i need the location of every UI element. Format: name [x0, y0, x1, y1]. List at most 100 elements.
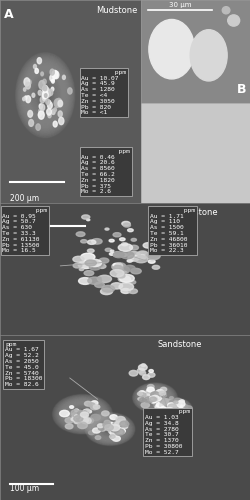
Circle shape	[128, 228, 133, 232]
Circle shape	[29, 72, 62, 118]
Circle shape	[104, 426, 116, 433]
Circle shape	[98, 426, 104, 430]
Circle shape	[129, 370, 138, 376]
Circle shape	[167, 400, 175, 406]
Circle shape	[58, 100, 62, 107]
Circle shape	[148, 398, 154, 402]
Circle shape	[112, 428, 122, 434]
Circle shape	[54, 396, 111, 433]
Text: D: D	[5, 340, 15, 353]
Circle shape	[22, 61, 69, 129]
Circle shape	[75, 409, 90, 420]
Circle shape	[139, 390, 145, 395]
Circle shape	[68, 404, 97, 424]
Circle shape	[48, 113, 51, 118]
Circle shape	[112, 424, 118, 429]
Text: 500 μm: 500 μm	[10, 236, 39, 244]
Circle shape	[176, 401, 185, 407]
Circle shape	[148, 395, 154, 398]
Circle shape	[146, 390, 153, 394]
Circle shape	[222, 6, 230, 14]
Circle shape	[82, 215, 90, 219]
Circle shape	[140, 388, 170, 408]
Circle shape	[172, 410, 178, 414]
Circle shape	[159, 391, 166, 396]
Circle shape	[159, 398, 191, 420]
Circle shape	[112, 266, 120, 270]
Circle shape	[138, 386, 172, 409]
Circle shape	[164, 402, 186, 416]
Circle shape	[116, 428, 125, 434]
Circle shape	[115, 266, 130, 274]
Circle shape	[32, 93, 35, 98]
Circle shape	[38, 112, 41, 116]
Circle shape	[87, 410, 92, 413]
Circle shape	[54, 71, 59, 78]
Circle shape	[166, 403, 184, 415]
Circle shape	[18, 56, 73, 134]
Circle shape	[162, 401, 188, 417]
Circle shape	[92, 417, 128, 442]
Circle shape	[39, 104, 42, 108]
Circle shape	[168, 404, 182, 414]
Circle shape	[43, 79, 46, 84]
Circle shape	[160, 410, 170, 416]
Circle shape	[52, 394, 112, 434]
Circle shape	[88, 430, 94, 434]
Circle shape	[170, 406, 180, 413]
Circle shape	[39, 86, 51, 104]
Circle shape	[51, 87, 54, 91]
Circle shape	[73, 256, 84, 262]
Circle shape	[127, 260, 132, 262]
Circle shape	[106, 426, 114, 432]
Circle shape	[154, 392, 159, 394]
Circle shape	[90, 416, 130, 442]
Circle shape	[141, 388, 169, 407]
Circle shape	[154, 397, 156, 398]
Circle shape	[174, 409, 176, 410]
Circle shape	[171, 406, 179, 412]
Circle shape	[77, 412, 86, 417]
Circle shape	[22, 62, 68, 128]
Circle shape	[106, 426, 114, 432]
Circle shape	[50, 74, 54, 82]
Circle shape	[168, 403, 175, 407]
Circle shape	[172, 408, 176, 410]
Circle shape	[105, 228, 109, 230]
Circle shape	[162, 400, 188, 418]
Circle shape	[79, 413, 83, 416]
Circle shape	[52, 109, 55, 114]
Circle shape	[98, 275, 112, 282]
Circle shape	[168, 410, 176, 414]
Circle shape	[73, 408, 92, 420]
Circle shape	[77, 411, 88, 418]
Circle shape	[170, 396, 173, 399]
Circle shape	[164, 402, 186, 417]
Ellipse shape	[149, 20, 194, 79]
Circle shape	[118, 244, 132, 252]
Circle shape	[62, 75, 66, 80]
Circle shape	[85, 260, 96, 266]
Text: ppm
Au = 1.67
Ag = 52.2
As = 2050
Te = 45.0
Zn = 5740
Pb = 18300
Mo = 82.6: ppm Au = 1.67 Ag = 52.2 As = 2050 Te = 4…	[5, 342, 43, 387]
Circle shape	[78, 261, 93, 268]
Circle shape	[144, 394, 151, 398]
Circle shape	[80, 418, 88, 423]
Circle shape	[162, 400, 188, 418]
Circle shape	[53, 121, 57, 127]
Circle shape	[140, 398, 145, 402]
Circle shape	[35, 68, 38, 73]
Circle shape	[169, 406, 181, 413]
Circle shape	[137, 368, 145, 373]
Circle shape	[60, 400, 105, 429]
Circle shape	[97, 420, 123, 438]
Circle shape	[138, 386, 172, 408]
Circle shape	[154, 396, 159, 400]
Circle shape	[72, 412, 80, 418]
Circle shape	[137, 386, 173, 409]
Circle shape	[90, 402, 94, 406]
Circle shape	[103, 424, 117, 434]
Circle shape	[148, 393, 162, 402]
Circle shape	[98, 424, 103, 428]
Circle shape	[108, 428, 112, 430]
Circle shape	[42, 96, 46, 101]
